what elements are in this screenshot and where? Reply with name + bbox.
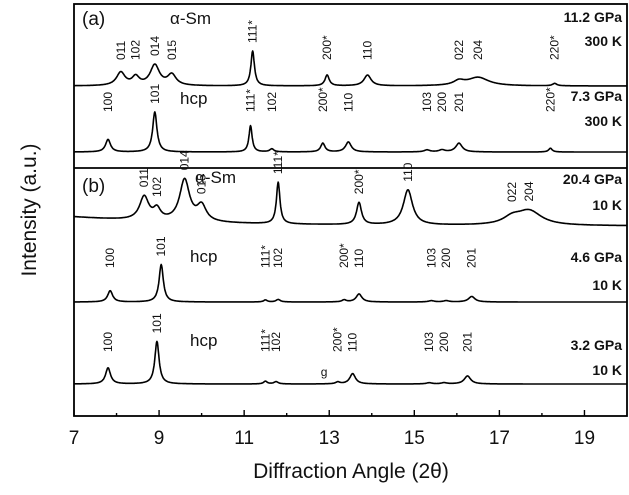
plot-frame	[73, 3, 628, 417]
peak-index-label: 110	[361, 41, 375, 60]
peak-index-label: 102	[265, 92, 279, 112]
temperature-label: 300 K	[585, 33, 622, 49]
temperature-label: 10 K	[592, 197, 622, 213]
pressure-label: 7.3 GPa	[571, 88, 623, 104]
peak-index-label: 200*	[316, 87, 330, 112]
phase-label: hcp	[190, 247, 217, 266]
x-tick-label: 11	[234, 428, 254, 449]
peak-index-label: 204	[471, 40, 485, 60]
x-tick-label: 7	[69, 428, 80, 449]
panel-b-tag: (b)	[82, 176, 105, 197]
peak-index-label: 011	[114, 41, 128, 60]
peak-index-label: 110	[346, 333, 360, 352]
peak-index-label: 100	[101, 332, 115, 352]
peak-index-label: 022	[505, 182, 519, 202]
temperature-label: 10 K	[592, 277, 622, 293]
peak-index-label: 201	[452, 92, 466, 112]
peak-index-label: 101	[150, 313, 164, 333]
peak-index-label: 102	[150, 177, 164, 197]
diffraction-trace	[73, 111, 628, 153]
peak-index-label: 100	[103, 248, 117, 268]
peak-index-label: 101	[154, 236, 168, 256]
peak-index-label: 110	[352, 249, 366, 268]
pressure-label: 11.2 GPa	[564, 9, 623, 25]
pressure-label: 20.4 GPa	[563, 171, 622, 187]
phase-label: hcp	[190, 331, 217, 350]
peak-index-label: 200*	[337, 243, 351, 268]
peak-index-label: 103	[420, 92, 434, 112]
phase-label: α-Sm	[170, 9, 211, 28]
peak-index-label: 111*	[246, 20, 260, 43]
peak-index-label: 103	[424, 248, 438, 268]
x-tick-label: 19	[574, 428, 595, 449]
peak-index-label: 102	[271, 248, 285, 268]
pressure-label: 3.2 GPa	[571, 337, 623, 353]
phase-label: hcp	[180, 89, 207, 108]
y-axis-title: Intensity (a.u.)	[18, 143, 41, 276]
impurity-marker: g	[321, 365, 328, 379]
peak-index-label: 200	[437, 332, 451, 352]
panel-a-tag: (a)	[82, 9, 105, 30]
diffraction-traces	[73, 50, 628, 385]
peak-index-label: 110	[341, 93, 355, 112]
peak-index-label: 102	[269, 332, 283, 352]
peak-index-label: 200	[435, 92, 449, 112]
peak-index-label: 014	[178, 150, 192, 170]
peak-index-label: 101	[148, 84, 162, 104]
peak-index-label: 015	[195, 174, 209, 194]
peak-index-label: 015	[165, 40, 179, 60]
diffraction-trace	[73, 340, 628, 385]
peak-index-label: 201	[461, 332, 475, 352]
peak-index-label: 200*	[331, 327, 345, 352]
peak-index-label: 200	[439, 248, 453, 268]
peak-index-label: 111*	[258, 245, 272, 268]
peak-index-label: 200*	[320, 35, 334, 60]
pressure-label: 4.6 GPa	[571, 249, 623, 265]
peak-index-label: 014	[148, 36, 162, 56]
peak-index-label: 103	[422, 332, 436, 352]
peak-index-label: 011	[137, 168, 151, 187]
peak-index-label: 100	[101, 92, 115, 112]
x-tick-label: 13	[319, 428, 340, 449]
peak-index-label: 201	[465, 248, 479, 268]
diffraction-trace	[73, 50, 628, 87]
peak-index-label: 220*	[548, 35, 562, 60]
temperature-label: 10 K	[592, 362, 622, 378]
peak-index-label: 022	[452, 40, 466, 60]
x-tick-label: 15	[404, 428, 425, 449]
diffraction-trace	[73, 263, 628, 303]
x-tick-label: 9	[154, 428, 165, 449]
x-axis-ticks: 7 9 11 13 15 17 19	[69, 410, 595, 449]
x-axis-title: Diffraction Angle (2θ)	[253, 460, 449, 483]
peak-index-label: 110	[401, 162, 415, 181]
peak-index-label: 200*	[352, 169, 366, 194]
phase-label: α-Sm	[195, 168, 236, 187]
peak-index-label: 204	[522, 181, 536, 201]
diffraction-trace	[73, 177, 628, 227]
temperature-label: 300 K	[585, 113, 622, 129]
peak-index-label: 111*	[244, 89, 258, 112]
peak-index-label: 111*	[258, 329, 272, 352]
peak-index-label: 102	[129, 40, 143, 60]
x-tick-label: 17	[489, 428, 510, 449]
peak-index-label: 111*	[271, 151, 285, 174]
peak-index-label: 220*	[543, 87, 557, 112]
